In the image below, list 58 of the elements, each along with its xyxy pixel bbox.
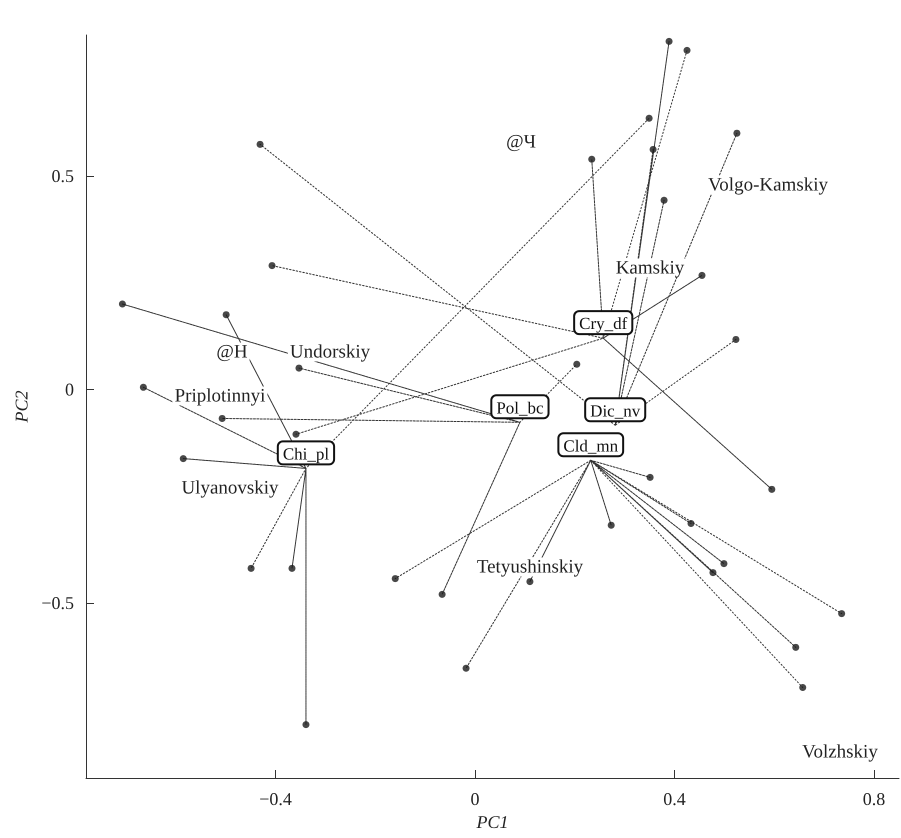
point — [180, 455, 187, 462]
point — [292, 430, 300, 438]
annotation: @Н — [216, 342, 248, 362]
x-tick-label: 0 — [470, 789, 480, 809]
y-tick-label: 0 — [65, 379, 74, 400]
point — [268, 262, 276, 270]
series-label: Chi_pl — [282, 444, 330, 464]
point — [660, 196, 668, 204]
point — [118, 300, 126, 308]
point — [256, 140, 264, 148]
point — [666, 38, 673, 45]
point — [646, 114, 653, 122]
annotation: Undorskiy — [290, 342, 371, 362]
x-tick-label: 0.8 — [862, 789, 886, 809]
point — [140, 384, 147, 391]
point — [698, 272, 706, 279]
point — [222, 311, 230, 318]
y-tick-label: −0.5 — [41, 592, 74, 613]
point — [438, 590, 446, 598]
point — [248, 564, 255, 572]
x-tick-label: −0.4 — [259, 789, 292, 809]
point — [526, 578, 534, 586]
annotation: Priplotinnyi — [174, 386, 266, 406]
annotation: Kamskiy — [616, 258, 685, 278]
point — [218, 414, 226, 422]
point — [650, 146, 657, 153]
series-label: Cry_df — [579, 314, 628, 334]
point — [733, 130, 740, 137]
point — [392, 575, 399, 582]
series-label: Cld_mn — [563, 436, 619, 456]
x-tick-label: 0.4 — [663, 789, 686, 809]
point — [688, 520, 695, 527]
series-label: Pol_bc — [496, 398, 544, 418]
point — [302, 721, 310, 728]
annotation: Volzhskiy — [802, 742, 878, 762]
point — [838, 610, 846, 618]
y-axis-title: PC2 — [11, 390, 32, 424]
point — [646, 474, 654, 481]
point — [732, 336, 740, 343]
point — [462, 664, 470, 672]
point — [588, 156, 596, 163]
annotation: @Ч — [506, 132, 536, 152]
point — [709, 569, 716, 576]
point — [573, 360, 580, 368]
x-axis-title: PC1 — [475, 812, 509, 832]
point — [768, 486, 776, 493]
series-label: Dic_nv — [590, 401, 641, 420]
point — [288, 564, 296, 572]
point — [799, 684, 806, 691]
point — [720, 560, 728, 568]
point — [295, 364, 302, 372]
point — [608, 522, 615, 529]
y-tick-label: 0.5 — [52, 166, 74, 186]
point — [684, 46, 691, 54]
annotation: Volgo-Kamskiy — [708, 174, 828, 196]
annotation: Tetyushinskiy — [476, 556, 584, 578]
point — [792, 644, 800, 651]
annotation: Ulyanovskiy — [181, 478, 280, 498]
